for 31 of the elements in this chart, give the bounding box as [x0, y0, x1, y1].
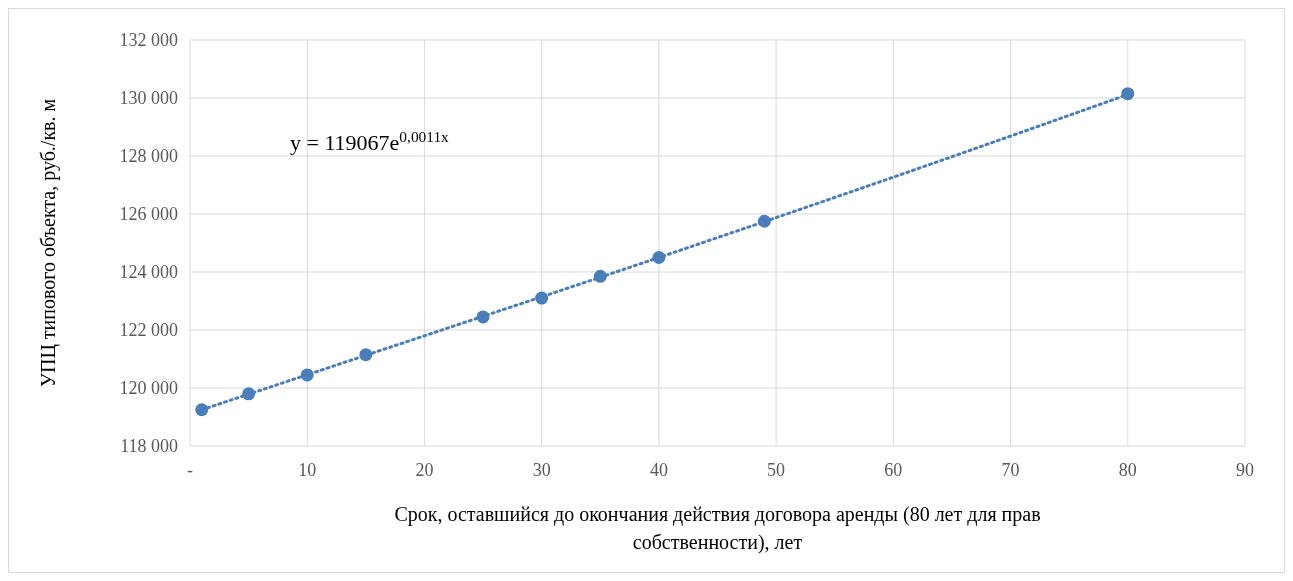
- point: [300, 368, 314, 382]
- point: [476, 310, 490, 324]
- x-tick-label: -: [187, 460, 193, 480]
- y-tick-label: 124 000: [119, 262, 178, 283]
- x-tick-label: 10: [298, 460, 317, 480]
- point: [242, 387, 256, 401]
- y-tick-label: 120 000: [119, 378, 178, 399]
- point: [359, 348, 373, 362]
- x-tick-label: 40: [649, 460, 668, 480]
- x-tick-label: 50: [767, 460, 786, 480]
- point: [1121, 87, 1135, 101]
- y-tick-label: 130 000: [119, 88, 178, 109]
- point: [195, 403, 209, 417]
- point: [593, 269, 607, 283]
- x-tick-label: 70: [1001, 460, 1020, 480]
- y-tick-label: 126 000: [119, 204, 178, 225]
- y-axis-title: УПЦ типового объекта, руб./кв. м: [37, 98, 60, 388]
- x-axis-title: Срок, оставшийся до окончания действия договора аренды (80 лет для прав собственности), лет: [394, 503, 1041, 554]
- point: [757, 214, 771, 228]
- y-tick-label: 118 000: [120, 436, 178, 457]
- y-tick-label: 128 000: [119, 146, 178, 167]
- x-tick-label: 80: [1118, 460, 1137, 480]
- x-tick-label: 90: [1236, 460, 1254, 480]
- x-tick-label: 20: [415, 460, 434, 480]
- point: [535, 291, 549, 305]
- point: [652, 251, 666, 264]
- y-tick-label: 122 000: [119, 320, 178, 341]
- y-tick-label: 132 000: [119, 30, 178, 51]
- x-tick-label: 60: [884, 460, 903, 480]
- x-tick-label: 30: [532, 460, 551, 480]
- annotation: y = 119067e$^{0,0011x}$: [290, 127, 450, 155]
